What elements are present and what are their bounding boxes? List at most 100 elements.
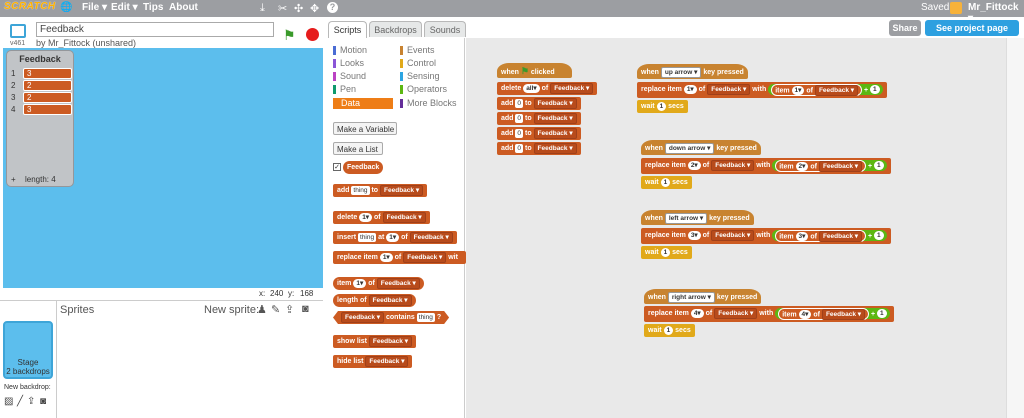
add-to-list-block[interactable]: add 0 to Feedback ▾ (497, 97, 581, 110)
x-value: 240 (270, 289, 284, 298)
user-avatar[interactable] (950, 2, 962, 14)
stage-thumb-label: Stage 2 backdrops (3, 358, 53, 376)
delete-icon[interactable]: ✂ (278, 3, 288, 15)
add-to-list-block[interactable]: add 0 to Feedback ▾ (497, 112, 581, 125)
y-label: y: (288, 289, 295, 298)
list-item-value[interactable]: 2 (23, 92, 72, 103)
menu-file[interactable]: File ▾ (82, 2, 108, 13)
share-button[interactable]: Share (889, 20, 921, 36)
palette-add-block[interactable]: add thing to Feedback ▾ (333, 184, 428, 197)
wait-block[interactable]: wait 1 secs (644, 324, 695, 337)
list-item[interactable]: 3 2 (9, 92, 72, 103)
palette-replace-block[interactable]: replace item 1▾ of Feedback ▾ wit (333, 251, 466, 264)
project-title-input[interactable]: Feedback (36, 22, 274, 37)
category-pen[interactable]: Pen (333, 84, 356, 95)
green-flag-icon: ⚑ (520, 66, 529, 76)
project-byline: by Mr_Fittock (unshared) (36, 38, 137, 48)
replace-item-block[interactable]: replace item 1▾ of Feedback ▾ with item … (637, 82, 887, 98)
category-events[interactable]: Events (400, 45, 435, 56)
fullscreen-icon[interactable] (10, 24, 26, 38)
list-item-index: 1 (11, 69, 16, 78)
list-add-button[interactable]: + (11, 175, 16, 184)
scripts-scrollbar[interactable] (1006, 38, 1024, 418)
wait-block[interactable]: wait 1 secs (641, 176, 692, 189)
when-flag-clicked-hat[interactable]: when ⚑ clicked (497, 63, 572, 78)
palette-item-reporter[interactable]: item 1▾ of Feedback ▾ (333, 277, 424, 290)
list-item[interactable]: 4 3 (9, 104, 72, 115)
add-to-list-block[interactable]: add 0 to Feedback ▾ (497, 127, 581, 140)
when-key-pressed-hat[interactable]: when down arrow ▾ key pressed (641, 140, 761, 155)
sprite-pane (0, 300, 323, 418)
green-flag-icon[interactable]: ⚑ (283, 27, 296, 43)
tab-backdrops[interactable]: Backdrops (369, 21, 422, 37)
list-item[interactable]: 2 2 (9, 80, 72, 91)
replace-item-block[interactable]: replace item 2▾ of Feedback ▾ with item … (641, 158, 891, 174)
category-list-left: Motion Looks Sound Pen Data (333, 45, 393, 115)
palette-contains-boolean[interactable]: Feedback ▾ contains thing ? (333, 311, 449, 324)
make-list-button[interactable]: Make a List (333, 142, 383, 155)
scratch-logo[interactable]: SCRATCH (4, 1, 56, 12)
duplicate-icon[interactable]: ⤓ (260, 2, 265, 14)
menu-tips[interactable]: Tips (143, 2, 164, 13)
category-list-right: Events Control Sensing Operators More Bl… (400, 45, 464, 115)
category-control[interactable]: Control (400, 58, 436, 69)
stage-backdrops-count: 2 backdrops (6, 367, 50, 376)
palette-length-reporter[interactable]: length of Feedback ▾ (333, 294, 416, 307)
menu-edit[interactable]: Edit ▾ (111, 2, 138, 13)
wait-block[interactable]: wait 1 secs (637, 100, 688, 113)
category-sensing[interactable]: Sensing (400, 71, 440, 82)
backdrop-camera-icon[interactable]: ◙ (40, 396, 47, 407)
paint-sprite-icon[interactable]: ✎ (271, 304, 281, 316)
tab-scripts[interactable]: Scripts (328, 21, 367, 39)
list-item[interactable]: 1 3 (9, 68, 72, 79)
grow-icon[interactable]: ✣ (294, 3, 304, 15)
category-data[interactable]: Data (333, 98, 393, 109)
list-item-index: 4 (11, 105, 16, 114)
stop-icon[interactable] (306, 28, 319, 41)
palette-delete-block[interactable]: delete 1▾ of Feedback ▾ (333, 211, 430, 224)
palette-insert-block[interactable]: insert thing at 1▾ of Feedback ▾ (333, 231, 457, 244)
choose-backdrop-icon[interactable]: ▨ (4, 396, 14, 407)
category-motion[interactable]: Motion (333, 45, 367, 56)
upload-sprite-icon[interactable]: ⇪ (285, 304, 295, 316)
palette-list-reporter[interactable]: Feedback (343, 161, 384, 174)
upload-backdrop-icon[interactable]: ⇪ (27, 396, 36, 407)
add-to-list-block[interactable]: add 0 to Feedback ▾ (497, 142, 581, 155)
make-variable-button[interactable]: Make a Variable (333, 122, 397, 135)
tab-sounds[interactable]: Sounds (424, 21, 466, 37)
delete-all-block[interactable]: delete all▾ of Feedback ▾ (497, 82, 598, 95)
category-looks[interactable]: Looks (333, 58, 364, 69)
list-length: length: 4 (25, 175, 56, 184)
list-monitor[interactable]: Feedback 1 3 2 2 3 2 4 3 + length: 4 (6, 50, 74, 187)
list-item-value[interactable]: 2 (23, 80, 72, 91)
category-more-blocks[interactable]: More Blocks (400, 98, 457, 109)
menu-about[interactable]: About (169, 2, 198, 13)
sprites-header: Sprites (60, 304, 95, 316)
user-menu[interactable]: Mr_Fittock ▾ (968, 2, 1019, 24)
help-icon[interactable]: ? (327, 2, 338, 13)
list-item-value[interactable]: 3 (23, 68, 72, 79)
paint-backdrop-icon[interactable]: ╱ (17, 396, 24, 407)
replace-item-block[interactable]: replace item 3▾ of Feedback ▾ with item … (641, 228, 891, 244)
stage-label: Stage (17, 358, 39, 367)
choose-sprite-icon[interactable]: ♟ (257, 304, 267, 316)
palette-hide-list-block[interactable]: hide list Feedback ▾ (333, 355, 413, 368)
palette-show-list-block[interactable]: show list Feedback ▾ (333, 335, 416, 348)
stage-thumbnail[interactable] (3, 321, 53, 379)
list-item-value[interactable]: 3 (23, 104, 72, 115)
list-checkbox[interactable]: ✓ (333, 163, 341, 171)
replace-item-block[interactable]: replace item 4▾ of Feedback ▾ with item … (644, 306, 894, 322)
when-key-pressed-hat[interactable]: when up arrow ▾ key pressed (637, 64, 748, 79)
x-label: x: (259, 289, 266, 298)
see-project-label: See project page (935, 23, 1009, 33)
category-operators[interactable]: Operators (400, 84, 447, 95)
globe-icon[interactable]: 🌐 (60, 2, 73, 13)
saved-status: Saved (921, 2, 950, 13)
category-sound[interactable]: Sound (333, 71, 366, 82)
shrink-icon[interactable]: ✥ (310, 3, 320, 15)
wait-block[interactable]: wait 1 secs (641, 246, 692, 259)
when-key-pressed-hat[interactable]: when left arrow ▾ key pressed (641, 210, 754, 225)
camera-icon[interactable]: ◙ (302, 303, 309, 315)
when-key-pressed-hat[interactable]: when right arrow ▾ key pressed (644, 289, 762, 304)
see-project-page-button[interactable]: See project page (925, 20, 1019, 36)
